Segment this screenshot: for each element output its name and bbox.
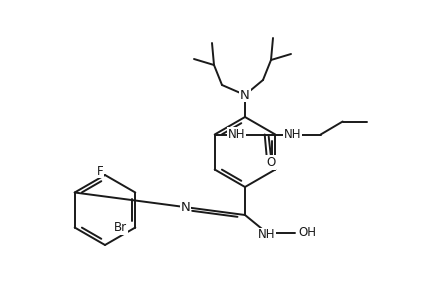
Text: NH: NH: [258, 229, 276, 241]
Text: OH: OH: [298, 227, 316, 239]
Text: NH: NH: [228, 128, 246, 141]
Text: N: N: [181, 201, 190, 214]
Text: F: F: [96, 164, 103, 178]
Text: N: N: [240, 89, 250, 101]
Text: Br: Br: [114, 221, 127, 234]
Text: NH: NH: [284, 128, 302, 141]
Text: O: O: [266, 156, 275, 169]
